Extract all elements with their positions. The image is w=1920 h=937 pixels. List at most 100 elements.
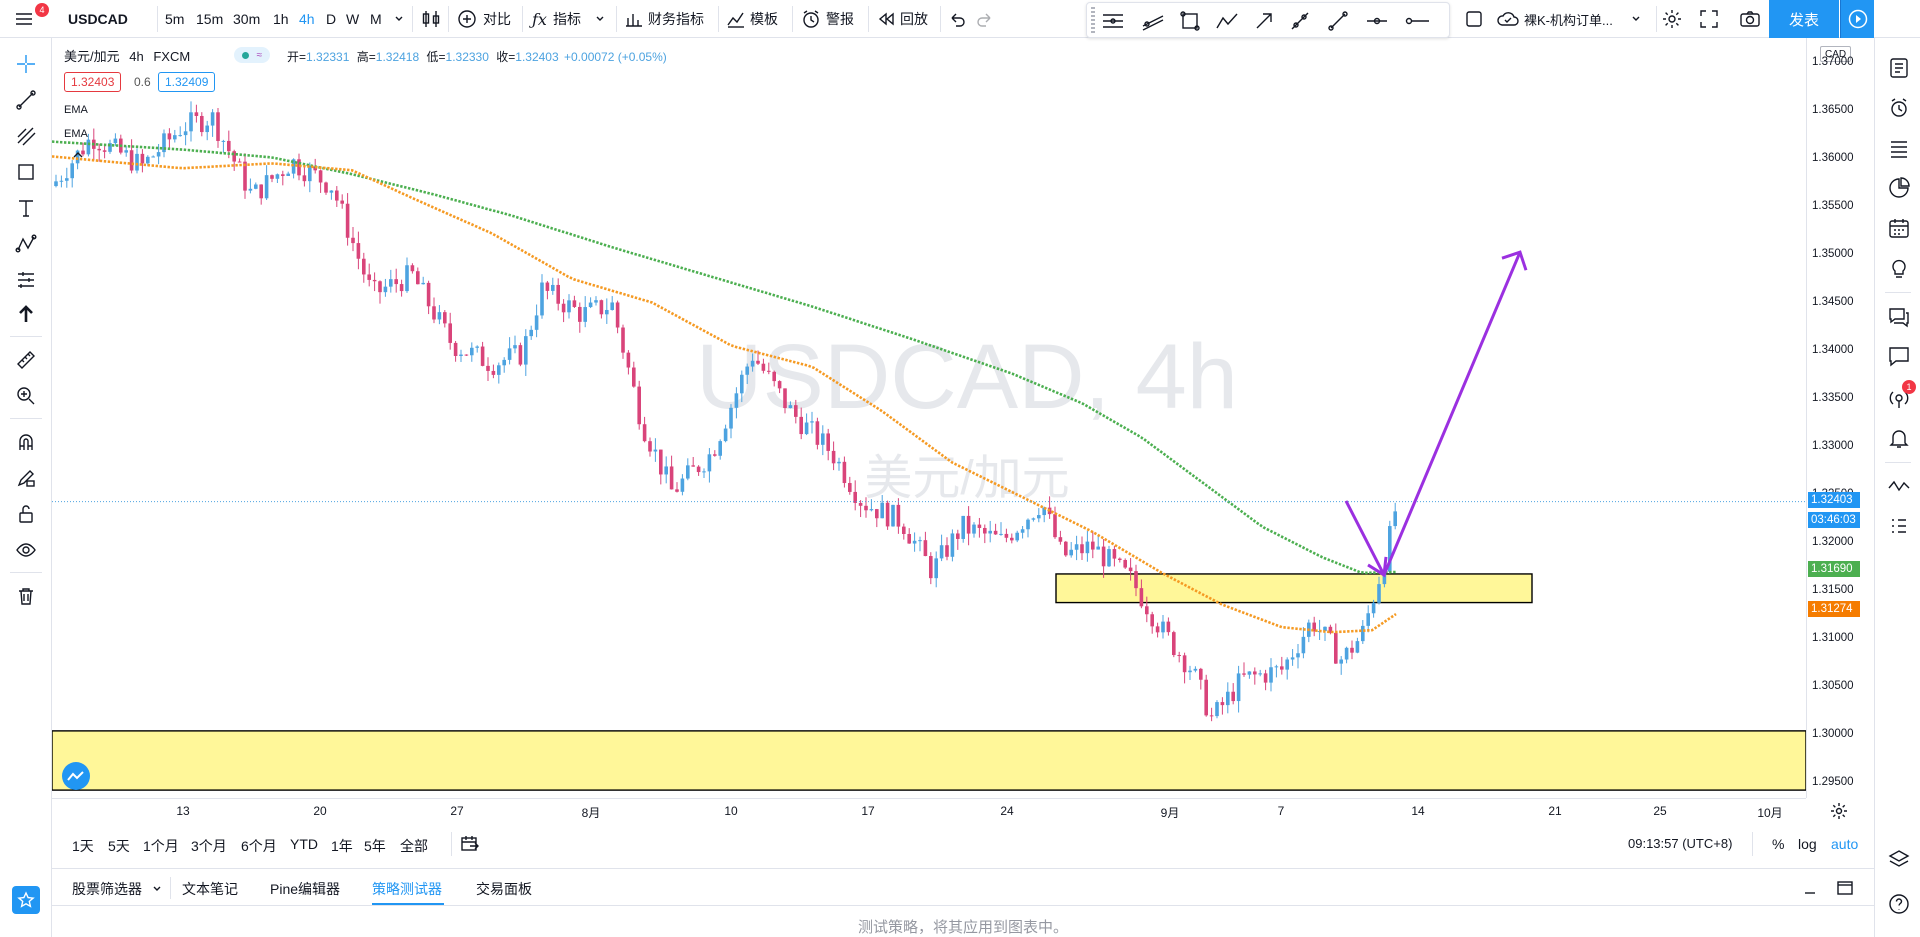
range-ytd[interactable]: YTD [290, 836, 318, 852]
chart-settings-button[interactable] [1830, 802, 1848, 825]
crosshair-tool[interactable] [12, 50, 40, 78]
percent-scale-toggle[interactable]: % [1772, 836, 1785, 852]
compare-button[interactable]: 对比 [456, 0, 511, 38]
tab-strategy-tester[interactable]: 策略测试器 [372, 881, 442, 897]
ray-icon[interactable] [1289, 10, 1311, 32]
alert-button[interactable]: 警报 [800, 0, 854, 38]
watchlist-button[interactable] [1885, 54, 1913, 82]
drag-handle[interactable] [1091, 7, 1095, 35]
magnet-tool[interactable] [12, 428, 40, 456]
chats-button[interactable] [1885, 302, 1913, 330]
redo-button[interactable] [976, 0, 994, 38]
arrow-draw-icon[interactable] [1253, 10, 1275, 32]
maximize-icon[interactable] [1836, 879, 1854, 897]
remove-drawings-tool[interactable] [12, 582, 40, 610]
interval-4h[interactable]: 4h [299, 11, 315, 27]
goto-date-button[interactable] [460, 835, 480, 858]
horizontal-ray-icon[interactable] [1365, 10, 1389, 32]
snapshot-button[interactable] [1739, 0, 1761, 38]
zoom-tool[interactable] [12, 382, 40, 410]
symbol-search[interactable]: USDCAD [68, 11, 128, 27]
interval-5m[interactable]: 5m [165, 11, 185, 27]
log-scale-toggle[interactable]: log [1798, 836, 1817, 852]
drawing-toggle-button[interactable] [1464, 0, 1484, 38]
measure-tool[interactable] [12, 346, 40, 374]
ideas-button[interactable] [1885, 254, 1913, 282]
sell-price-box[interactable]: 1.32403 [64, 72, 122, 92]
range-5y[interactable]: 5年 [364, 838, 386, 854]
range-all[interactable]: 全部 [400, 838, 428, 854]
currency-label[interactable]: CAD [1820, 46, 1852, 62]
visibility-tool[interactable] [12, 536, 40, 564]
interval-1h[interactable]: 1h [273, 11, 289, 27]
cursor-tool[interactable] [12, 300, 40, 328]
range-1m[interactable]: 1个月 [143, 838, 179, 854]
alerts-button[interactable] [1885, 94, 1913, 122]
horizontal-line-icon[interactable] [1403, 10, 1431, 32]
interval-m[interactable]: M [370, 11, 382, 27]
market-status[interactable]: ≈ [234, 47, 270, 63]
interval-15m[interactable]: 15m [196, 11, 224, 27]
rectangle-icon[interactable] [1179, 10, 1201, 32]
legend-pair[interactable]: 美元/加元 [64, 49, 120, 64]
templates-button[interactable]: 模板 [726, 0, 778, 38]
hotlist-button[interactable] [1885, 174, 1913, 202]
shape-tool[interactable] [12, 158, 40, 186]
play-button[interactable] [1840, 0, 1874, 38]
tab-trading-panel[interactable]: 交易面板 [476, 881, 532, 897]
alerts-log-button[interactable] [1885, 424, 1913, 452]
financials-button[interactable]: 财务指标 [624, 0, 704, 38]
chevron-down-icon[interactable] [152, 884, 162, 894]
publish-button[interactable]: 发表 [1769, 0, 1839, 38]
interval-d[interactable]: D [326, 11, 337, 27]
prediction-tool[interactable] [12, 266, 40, 294]
interval-w[interactable]: W [346, 11, 360, 27]
clock[interactable]: 09:13:57 (UTC+8) [1628, 836, 1733, 851]
minimize-icon[interactable] [1802, 881, 1818, 897]
ema-legend-1[interactable]: EMA [64, 104, 88, 116]
ema-legend-2[interactable]: EMA [64, 128, 88, 140]
pattern-tool[interactable] [12, 230, 40, 258]
range-1d[interactable]: 1天 [72, 838, 94, 854]
tab-text-notes[interactable]: 文本笔记 [182, 881, 238, 897]
fib-tool[interactable] [12, 122, 40, 150]
undo-button[interactable] [948, 0, 966, 38]
pattern-icon[interactable] [1215, 10, 1239, 32]
chart-type-button[interactable] [420, 0, 442, 38]
tab-stock-screener[interactable]: 股票筛选器 [72, 881, 142, 897]
trend-line-icon[interactable] [1327, 10, 1349, 32]
range-6m[interactable]: 6个月 [241, 838, 277, 854]
menu-button[interactable] [14, 0, 34, 38]
range-3m[interactable]: 3个月 [191, 838, 227, 854]
layers-button[interactable] [1885, 846, 1913, 874]
data-window-button[interactable] [1885, 134, 1913, 162]
indicators-button[interactable]: ƒx 指标 [532, 0, 605, 38]
streams-button[interactable] [1885, 342, 1913, 370]
replay-button[interactable]: 回放 [876, 0, 928, 38]
settings-button[interactable] [1661, 0, 1683, 38]
trading-button[interactable] [1885, 472, 1913, 500]
dom-button[interactable] [1885, 512, 1913, 540]
tradingview-logo[interactable] [62, 762, 90, 790]
horizontal-lines-icon[interactable] [1101, 10, 1125, 32]
time-axis[interactable] [52, 798, 1806, 826]
calendar-button[interactable] [1885, 214, 1913, 242]
price-axis[interactable] [1806, 38, 1870, 798]
range-1y[interactable]: 1年 [331, 838, 353, 854]
collapse-legend-button[interactable] [66, 150, 90, 166]
buy-price-box[interactable]: 1.32409 [158, 72, 216, 92]
chart-canvas[interactable]: USDCAD, 4h 美元/加元 [52, 38, 1806, 798]
favorites-button[interactable] [12, 886, 40, 914]
help-button[interactable] [1885, 890, 1913, 918]
auto-scale-toggle[interactable]: auto [1831, 836, 1859, 852]
interval-30m[interactable]: 30m [233, 11, 261, 27]
interval-dropdown[interactable] [394, 0, 404, 38]
layout-button[interactable]: 裸K-机构订单... [1496, 0, 1641, 38]
tab-pine-editor[interactable]: Pine编辑器 [270, 881, 341, 897]
trend-line-tool[interactable] [12, 86, 40, 114]
stay-drawing-tool[interactable] [12, 464, 40, 492]
lock-tool[interactable] [12, 500, 40, 528]
parallel-channel-icon[interactable] [1141, 10, 1165, 32]
range-5d[interactable]: 5天 [108, 838, 130, 854]
text-tool[interactable] [12, 194, 40, 222]
